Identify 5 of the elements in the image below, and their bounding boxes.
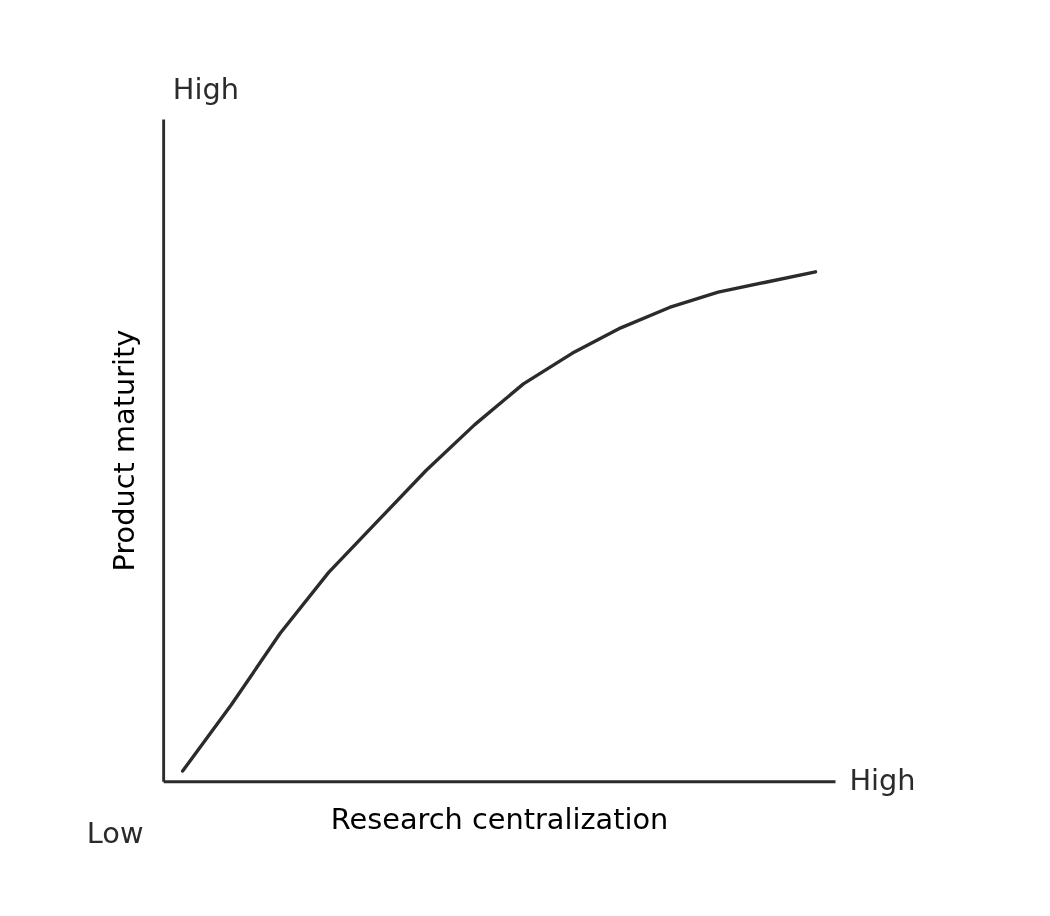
text: High [849,762,916,797]
text: High [172,71,239,106]
text: Low [86,815,144,850]
x-axis-title: Research centralization [330,801,669,836]
y-axis-title: Product maturity [106,329,141,572]
